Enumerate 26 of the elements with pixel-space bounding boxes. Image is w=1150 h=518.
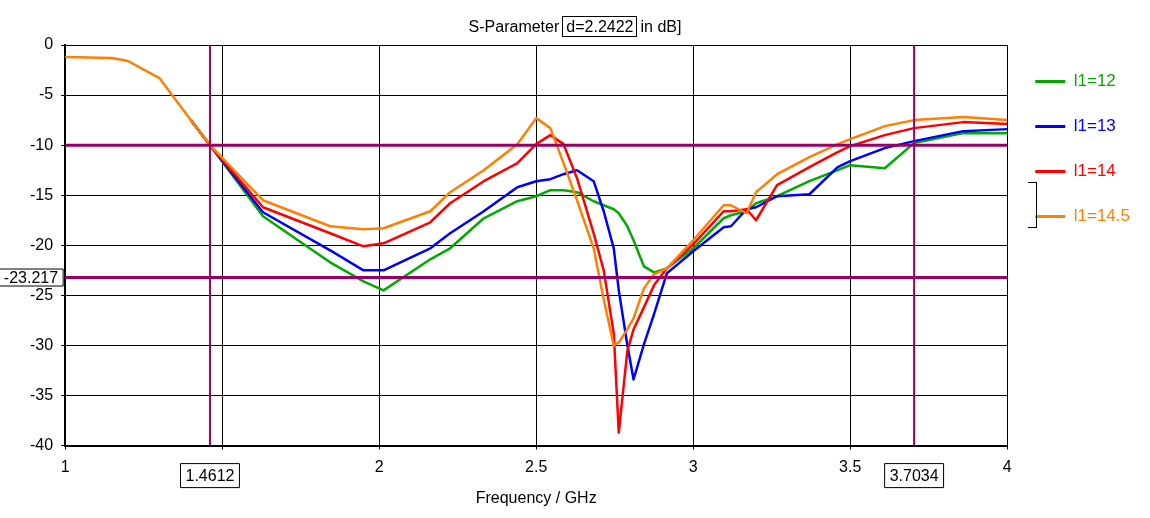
y-tick-label: -15 — [30, 185, 54, 203]
legend-label: l1=12 — [1073, 71, 1116, 91]
x-tick-label: 2.5 — [525, 457, 548, 475]
x-tick-label: 3.5 — [839, 457, 862, 475]
y-tick-label: -10 — [30, 135, 54, 153]
x-tick-label: 2 — [374, 457, 384, 475]
text: d=2.2422 — [562, 16, 638, 37]
y-tick-label: -25 — [30, 285, 54, 303]
x-axis-title: Frequency / GHz — [475, 488, 597, 506]
y-tick-label: -35 — [30, 385, 54, 403]
x-tick-label: 4 — [1002, 457, 1012, 475]
chart-subtitle: in dB] — [640, 18, 682, 35]
y-tick-label: -30 — [30, 335, 54, 353]
ref-line-label: 3.7034 — [889, 467, 939, 485]
y-tick-label: -20 — [30, 235, 54, 253]
ref-line-label: -23.217 — [3, 268, 59, 286]
y-tick-label: -5 — [38, 85, 54, 103]
x-tick-label: 3 — [688, 457, 698, 475]
ref-line-label: 1.4612 — [185, 467, 235, 485]
y-tick-label: -40 — [30, 436, 54, 454]
legend-label: l1=14 — [1073, 161, 1116, 181]
legend-label: l1=14.5 — [1073, 206, 1130, 226]
y-tick-label: 0 — [44, 35, 54, 53]
legend-label: l1=13 — [1073, 116, 1116, 136]
x-tick-label: 1 — [60, 457, 70, 475]
chart-title: S-Parameter — [468, 18, 560, 35]
